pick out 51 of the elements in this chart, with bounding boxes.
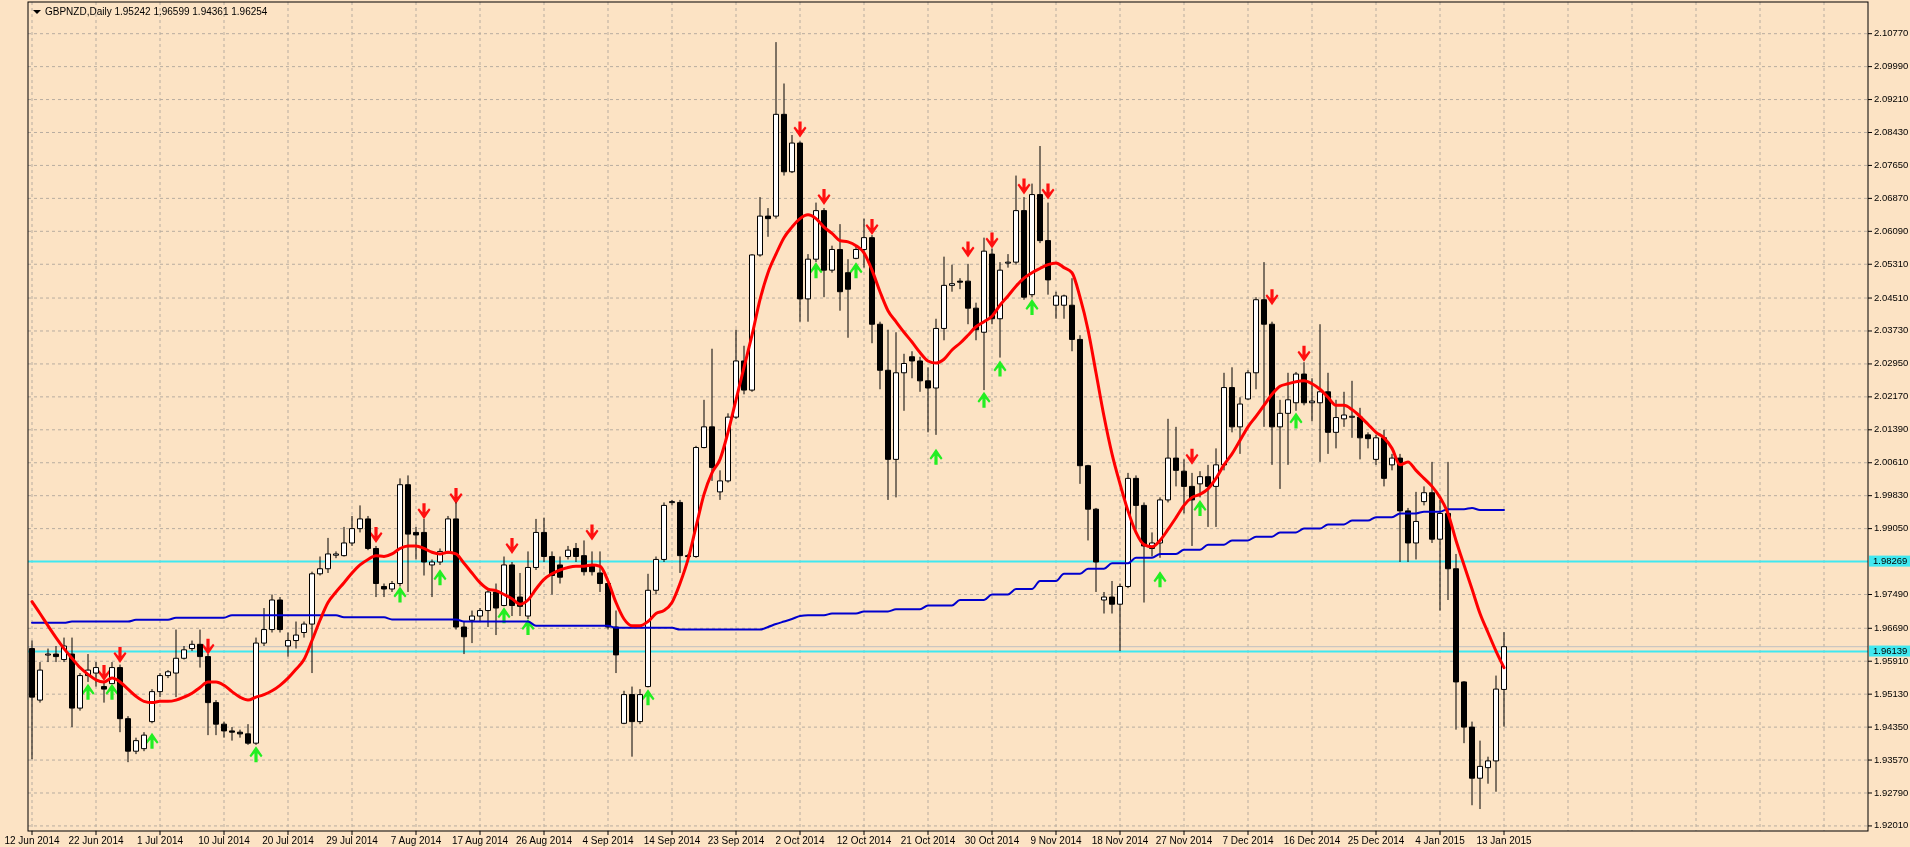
x-tick-label: 10 Jul 2014 bbox=[198, 835, 251, 846]
x-tick-label: 30 Oct 2014 bbox=[964, 835, 1020, 846]
y-tick-label: 2.00610 bbox=[1874, 456, 1909, 468]
chart-title: GBPNZD,Daily 1.95242 1.96599 1.94361 1.96254 bbox=[45, 6, 268, 17]
x-tick-label: 9 Nov 2014 bbox=[1030, 835, 1083, 846]
x-tick-label: 22 Jun 2014 bbox=[68, 835, 124, 846]
x-tick-label: 29 Jul 2014 bbox=[326, 835, 379, 846]
y-tick-label: 2.02170 bbox=[1874, 390, 1909, 402]
x-tick-label: 18 Nov 2014 bbox=[1091, 835, 1149, 846]
y-tick-label: 2.03730 bbox=[1874, 324, 1909, 336]
y-tick-label: 1.96690 bbox=[1874, 621, 1909, 633]
x-tick-label: 23 Sep 2014 bbox=[707, 835, 765, 846]
y-tick-label: 2.08430 bbox=[1874, 126, 1909, 138]
y-tick-label: 1.92790 bbox=[1874, 786, 1909, 798]
y-tick-label: 2.09210 bbox=[1874, 93, 1909, 105]
y-tick-label: 1.94350 bbox=[1874, 720, 1909, 732]
x-tick-label: 4 Jan 2015 bbox=[1415, 835, 1466, 846]
x-tick-label: 16 Dec 2014 bbox=[1283, 835, 1341, 846]
y-tick-label: 2.07650 bbox=[1874, 158, 1909, 170]
y-tick-label: 2.06870 bbox=[1874, 191, 1909, 203]
x-tick-label: 7 Aug 2014 bbox=[390, 835, 442, 846]
y-tick-label: 2.02950 bbox=[1874, 357, 1909, 369]
y-tick-label: 2.01390 bbox=[1874, 423, 1909, 435]
ref-line-label: 1.98269 bbox=[1873, 554, 1908, 566]
y-tick-label: 2.10770 bbox=[1874, 27, 1909, 39]
x-tick-label: 21 Oct 2014 bbox=[900, 835, 956, 846]
x-tick-label: 14 Sep 2014 bbox=[643, 835, 701, 846]
y-tick-label: 2.06090 bbox=[1874, 224, 1909, 236]
y-tick-label: 2.05310 bbox=[1874, 257, 1909, 269]
x-tick-label: 12 Jun 2014 bbox=[4, 835, 60, 846]
x-tick-label: 7 Dec 2014 bbox=[1222, 835, 1275, 846]
x-tick-label: 1 Jul 2014 bbox=[136, 835, 184, 846]
x-tick-label: 2 Oct 2014 bbox=[775, 835, 825, 846]
y-tick-label: 1.95910 bbox=[1874, 654, 1909, 666]
y-tick-label: 1.99050 bbox=[1874, 522, 1909, 534]
x-tick-label: 4 Sep 2014 bbox=[582, 835, 635, 846]
x-tick-label: 17 Aug 2014 bbox=[451, 835, 509, 846]
y-tick-label: 2.04510 bbox=[1874, 291, 1909, 303]
x-tick-label: 20 Jul 2014 bbox=[262, 835, 315, 846]
y-tick-label: 2.09990 bbox=[1874, 60, 1909, 72]
y-tick-label: 1.99830 bbox=[1874, 489, 1909, 501]
x-tick-label: 26 Aug 2014 bbox=[515, 835, 573, 846]
y-tick-label: 1.92010 bbox=[1874, 819, 1909, 831]
y-tick-label: 1.97490 bbox=[1874, 588, 1909, 600]
x-tick-label: 27 Nov 2014 bbox=[1155, 835, 1213, 846]
y-tick-label: 1.93570 bbox=[1874, 753, 1909, 765]
x-tick-label: 13 Jan 2015 bbox=[1476, 835, 1532, 846]
x-tick-label: 12 Oct 2014 bbox=[836, 835, 892, 846]
x-tick-label: 25 Dec 2014 bbox=[1347, 835, 1405, 846]
ref-line-label: 1.96139 bbox=[1873, 644, 1908, 656]
y-tick-label: 1.95130 bbox=[1874, 687, 1909, 699]
